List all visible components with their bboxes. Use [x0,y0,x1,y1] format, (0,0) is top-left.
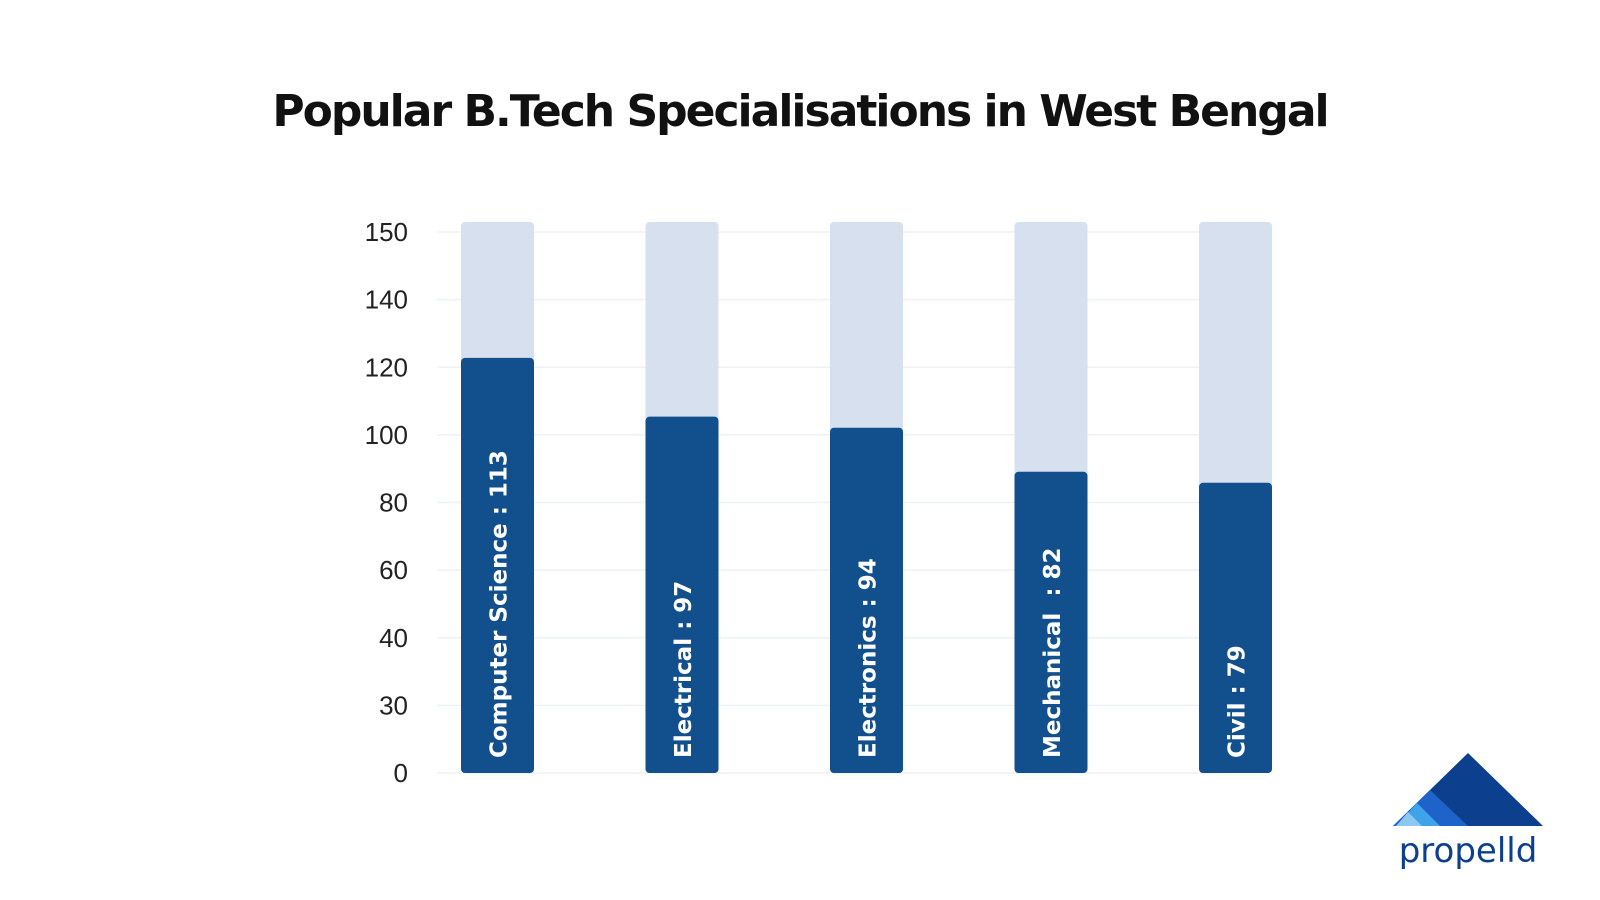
bar-data-label: Mechanical : 82 [1040,547,1066,758]
chart-title: Popular B.Tech Specialisations in West B… [272,86,1329,137]
bar-mechanical [1014,471,1088,773]
y-tick-label: 40 [379,623,408,653]
bar-computer-science [461,357,534,773]
bar-electrical [645,416,719,773]
bar-electronics [830,427,903,773]
propelld-logo: propelld [1393,753,1543,871]
bars: Computer Science : 113 Electrical : 97 Ele… [461,222,1272,773]
y-tick-label: 0 [394,758,408,788]
y-tick-label: 60 [379,555,408,585]
bar-data-label: Electrical : 97 [671,581,697,758]
y-tick-label: 100 [365,420,408,450]
logo-mark-pale [1396,812,1422,826]
y-tick-label: 150 [365,217,408,247]
y-tick-label: 140 [365,285,408,315]
bar-data-label: Civil : 79 [1225,645,1251,758]
y-axis-ticks: 150 140 120 100 80 60 40 30 0 [365,217,408,788]
bar-data-label: Computer Science : 113 [487,450,513,758]
bar-data-label: Electronics : 94 [856,558,882,758]
bar-civil [1199,482,1272,773]
brand-name: propelld [1399,831,1538,871]
y-tick-label: 80 [379,488,408,518]
y-tick-label: 30 [379,690,408,720]
y-tick-label: 120 [365,352,408,382]
